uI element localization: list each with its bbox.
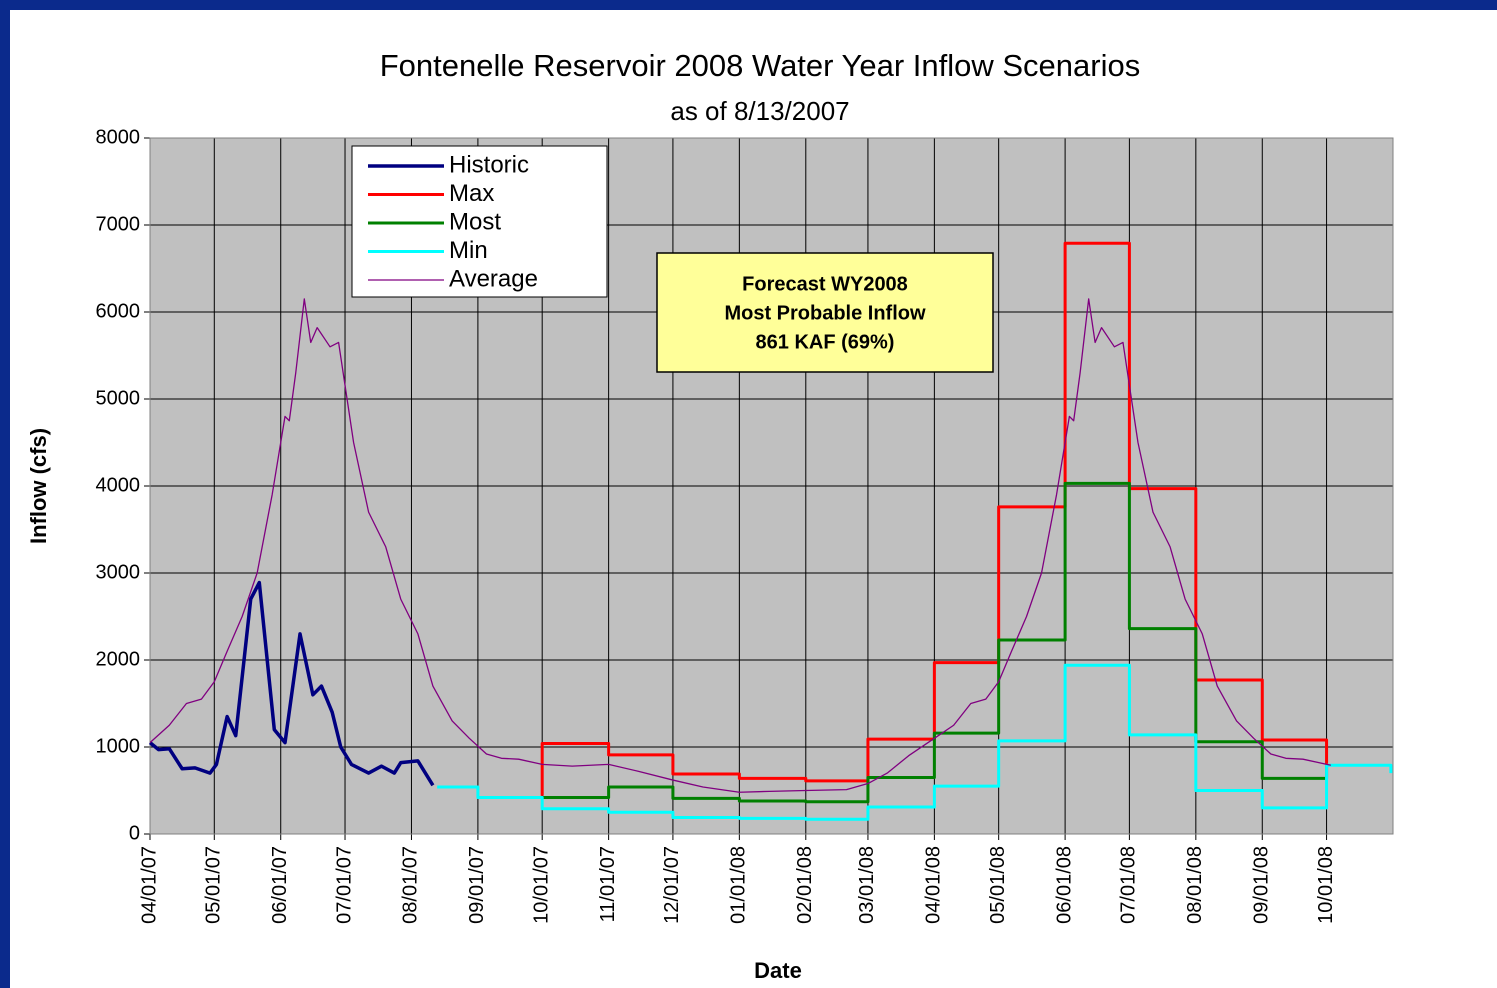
x-tick-label: 12/01/07 — [661, 846, 683, 924]
legend-label: Max — [449, 180, 494, 207]
x-tick-label: 01/01/08 — [728, 846, 750, 924]
x-tick-label: 05/01/08 — [987, 846, 1009, 924]
x-tick-label: 04/01/07 — [138, 846, 160, 924]
legend-label: Most — [449, 208, 501, 235]
x-tick-label: 10/01/07 — [530, 846, 552, 924]
y-tick-label: 5000 — [96, 387, 141, 409]
y-tick-label: 6000 — [96, 300, 141, 322]
x-tick-label: 09/01/08 — [1251, 846, 1273, 924]
x-tick-label: 06/01/08 — [1053, 846, 1075, 924]
y-tick-label: 8000 — [96, 126, 141, 148]
x-tick-label: 04/01/08 — [923, 846, 945, 924]
annotation-text: Most Probable Inflow — [724, 302, 926, 324]
series-line — [437, 663, 1393, 821]
legend-label: Average — [449, 265, 538, 292]
x-tick-label: 09/01/07 — [466, 846, 488, 924]
x-tick-label: 08/01/08 — [1184, 846, 1206, 924]
y-tick-label: 2000 — [96, 648, 141, 670]
x-tick-label: 10/01/08 — [1315, 846, 1337, 924]
y-tick-label: 3000 — [96, 561, 141, 583]
x-tick-label: 02/01/08 — [794, 846, 816, 924]
chart-subtitle: as of 8/13/2007 — [670, 96, 849, 126]
annotation-text: Forecast WY2008 — [742, 273, 908, 295]
x-tick-label: 03/01/08 — [856, 846, 878, 924]
annotation-text: 861 KAF (69%) — [756, 331, 895, 353]
x-tick-label: 08/01/07 — [400, 846, 422, 924]
y-tick-label: 1000 — [96, 735, 141, 757]
y-axis-label: Inflow (cfs) — [26, 428, 51, 544]
y-tick-label: 7000 — [96, 213, 141, 235]
legend-label: Min — [449, 237, 488, 264]
plot-border — [149, 137, 1394, 835]
x-tick-label: 06/01/07 — [269, 846, 291, 924]
x-axis-label: Date — [754, 958, 802, 983]
legend-label: Historic — [449, 151, 529, 178]
series-line — [148, 580, 435, 787]
chart-title: Fontenelle Reservoir 2008 Water Year Inf… — [380, 48, 1140, 83]
x-tick-label: 05/01/07 — [203, 846, 225, 924]
series-line — [149, 298, 1331, 793]
x-tick-label: 07/01/07 — [333, 846, 355, 924]
y-tick-label: 4000 — [96, 474, 141, 496]
x-tick-label: 11/01/07 — [597, 846, 619, 922]
x-tick-label: 07/01/08 — [1118, 846, 1140, 924]
y-tick-label: 0 — [129, 822, 140, 844]
annotation-box — [656, 252, 994, 373]
